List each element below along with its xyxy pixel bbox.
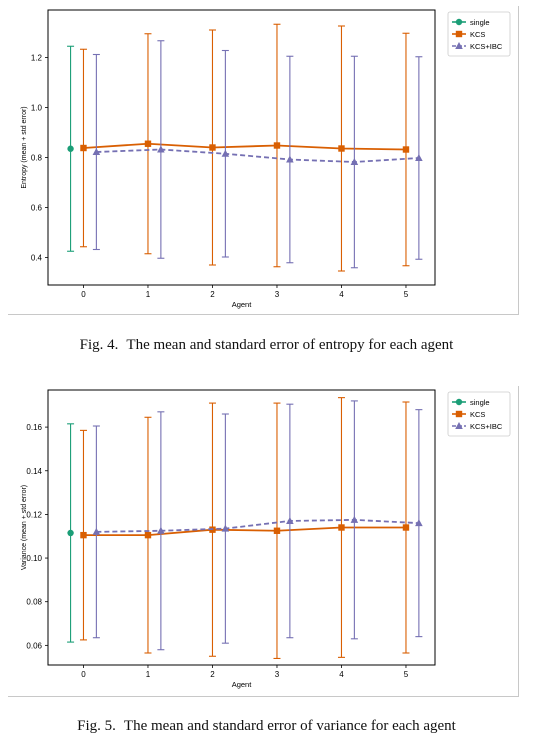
series-kcs-ibc: [92, 400, 423, 651]
legend-label: KCS+IBC: [470, 42, 503, 51]
data-point: [67, 145, 74, 152]
legend-marker: [455, 18, 463, 26]
x-tick-label: 3: [275, 290, 280, 299]
data-point: [350, 158, 359, 165]
x-tick-label: 5: [404, 670, 409, 679]
legend-label: KCS+IBC: [470, 422, 503, 431]
y-tick-label: 0.16: [26, 423, 42, 432]
x-tick-label: 1: [146, 290, 151, 299]
x-axis-label: Agent: [232, 680, 253, 689]
legend-marker: [455, 410, 463, 418]
plot-frame: [47, 389, 436, 666]
data-point: [350, 515, 359, 523]
legend: single KCS KCS+IBC: [447, 391, 511, 437]
legend-marker: [455, 398, 463, 406]
series-line: [96, 518, 419, 533]
data-point: [221, 149, 230, 157]
y-tick-label: 0.14: [26, 467, 42, 476]
y-tick-label: 0.10: [26, 554, 42, 563]
series-line: [96, 148, 419, 163]
series-kcs: [79, 397, 410, 660]
series-single: [67, 423, 75, 643]
figure-5-caption-text: The mean and standard error of variance …: [123, 718, 456, 734]
data-point: [209, 144, 216, 151]
y-tick-label: 0.4: [31, 254, 43, 263]
data-point: [273, 527, 281, 534]
legend-marker: [455, 42, 463, 49]
data-point: [286, 155, 294, 163]
series-kcs-ibc: [92, 40, 423, 269]
data-point: [286, 516, 294, 524]
x-tick-label: 2: [210, 290, 215, 299]
figure-4-caption: Fig. 4. The mean and standard error of en…: [0, 337, 533, 354]
y-tick-label: 0.12: [26, 510, 42, 519]
series-line: [83, 142, 406, 151]
data-point: [221, 524, 230, 532]
legend-frame: [447, 11, 511, 57]
data-point: [157, 526, 165, 534]
data-point: [80, 531, 87, 539]
x-tick-label: 4: [339, 290, 344, 299]
y-tick-label: 0.6: [31, 204, 43, 213]
entropy-chart: 0.4 0.6 0.8 1.0 1.2 0 1 2 3 4 5 Agent Entropy (mean …: [21, 9, 511, 309]
legend-label: KCS: [470, 30, 485, 39]
x-tick-label: 2: [210, 670, 215, 679]
figure-4-label: Fig. 4.: [79, 337, 119, 353]
figure-5-label: Fig. 5.: [77, 718, 116, 734]
data-point: [80, 144, 87, 152]
series-single: [67, 45, 75, 252]
y-axis-label: Entropy (mean + std error): [21, 106, 28, 188]
legend-marker: [455, 422, 463, 429]
data-point: [338, 524, 345, 531]
data-point: [92, 527, 101, 535]
data-point: [402, 146, 410, 153]
data-point: [415, 154, 423, 161]
entropy-figure: 0.4 0.6 0.8 1.0 1.2 0 1 2 3 4 5 Agent Entropy (mean …: [8, 6, 519, 315]
y-tick-label: 1.0: [31, 104, 43, 113]
data-point: [415, 519, 423, 527]
x-tick-label: 0: [81, 290, 86, 299]
data-point: [273, 142, 281, 149]
legend-marker: [455, 30, 463, 38]
figure-4-caption-text: The mean and standard error of entropy f…: [126, 337, 454, 353]
x-tick-label: 5: [404, 290, 409, 299]
y-tick-label: 0.06: [26, 641, 42, 650]
legend-label: single: [470, 18, 490, 27]
x-axis-label: Agent: [232, 300, 253, 309]
legend-label: KCS: [470, 410, 485, 419]
x-tick-label: 4: [339, 670, 344, 679]
y-tick-label: 1.2: [31, 54, 43, 63]
plot-frame: [47, 9, 436, 286]
series-kcs: [79, 23, 410, 272]
y-tick-label: 0.8: [31, 154, 43, 163]
data-point: [144, 140, 152, 147]
data-point: [92, 148, 101, 155]
data-point: [402, 524, 410, 531]
x-tick-label: 0: [81, 670, 86, 679]
legend-label: single: [470, 398, 490, 407]
legend-frame: [447, 391, 511, 437]
data-point: [338, 145, 345, 152]
series-line: [83, 526, 406, 537]
x-tick-label: 3: [275, 670, 280, 679]
y-axis-label: Variance (mean + std error): [21, 485, 28, 570]
y-tick-label: 0.08: [26, 598, 42, 607]
data-point: [67, 529, 74, 537]
figure-5-caption: Fig. 5. The mean and standard error of va…: [0, 718, 533, 735]
data-point: [144, 531, 152, 539]
variance-figure: 0.06 0.08 0.10 0.12 0.14 0.16 0 1 2 3 4 5 Agent Varia…: [8, 386, 519, 697]
data-point: [157, 145, 165, 153]
variance-chart: 0.06 0.08 0.10 0.12 0.14 0.16 0 1 2 3 4 5 Agent Varia…: [21, 389, 511, 689]
legend: single KCS KCS+IBC: [447, 11, 511, 57]
x-tick-label: 1: [146, 670, 151, 679]
